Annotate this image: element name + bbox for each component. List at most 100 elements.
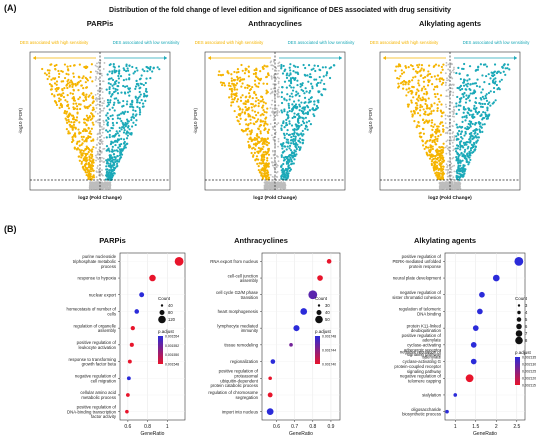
volcano-point [238,107,242,110]
volcano-point [95,77,98,80]
volcano-point [430,121,434,124]
volcano-point [107,101,110,104]
volcano-point [432,155,435,158]
volcano-point [404,66,408,69]
volcano-point [94,110,97,113]
volcano-point [400,69,403,72]
volcano-point [110,126,113,130]
volcano-point [139,77,142,80]
volcano-point [456,95,459,99]
volcano-point [448,95,451,98]
volcano-point [90,127,93,130]
volcano-point [108,70,111,73]
volcano-point [143,69,146,73]
volcano-point [282,183,285,186]
volcano-point [257,111,260,114]
volcano-point [291,132,294,136]
volcano-point [472,150,475,154]
volcano-point [101,97,104,100]
volcano-point [110,95,113,98]
volcano-point [271,111,273,113]
volcano-point [158,68,161,71]
volcano-point [248,85,251,88]
volcano-point [295,90,298,93]
volcano-point [77,128,80,131]
volcano-point [96,137,99,139]
volcano-point [271,68,274,70]
volcano-point [309,76,313,79]
volcano-point [116,99,120,102]
volcano-point [230,79,233,82]
volcano-point [501,66,504,69]
volcano-point [108,184,111,187]
volcano-point [418,132,421,135]
volcano-point [87,170,91,173]
volcano-point [77,97,80,101]
volcano-point [458,125,461,128]
volcano-point [58,93,61,96]
volcano-point [85,159,88,162]
volcano-point [276,92,279,95]
volcano-point [418,125,421,128]
volcano-point [117,72,121,75]
volcano-point [72,96,75,99]
gene-ratio-dot [300,308,308,315]
volcano-point [417,82,420,85]
volcano-point [448,74,450,77]
volcano-point [467,163,470,166]
volcano-point [436,161,439,164]
volcano-point [111,114,114,117]
volcano-point [66,86,69,90]
volcano-point [218,70,221,73]
volcano-point [412,96,415,99]
volcano-point [235,100,239,103]
volcano-point [397,82,400,85]
volcano-point [138,106,141,110]
volcano-point [265,184,268,187]
volcano-point [502,64,505,67]
volcano-point [431,83,434,86]
volcano-point [240,128,243,132]
volcano-point [465,116,468,119]
volcano-point [233,70,236,74]
volcano-point [82,128,86,131]
volcano-point [445,140,448,143]
volcano-point [72,126,76,129]
volcano-point [103,121,105,124]
volcano-point [111,78,115,82]
volcano-point [310,96,313,99]
volcano-point [308,109,311,112]
volcano-point [472,113,475,116]
volcano-point [450,87,452,90]
volcano-point [430,162,433,165]
volcano-point [91,109,94,112]
volcano-point [259,162,262,165]
volcano-point [117,160,121,163]
volcano-point [70,120,73,124]
volcano-point [78,131,81,134]
volcano-point [112,162,116,165]
volcano-point [253,151,256,154]
count-legend-label: 4 [525,310,528,315]
volcano-point [262,169,265,172]
volcano-point [73,132,77,135]
volcano-point [96,150,99,153]
volcano-point [485,65,489,68]
volcano-point [413,112,416,115]
volcano-point [48,75,51,78]
volcano-point [132,116,136,119]
volcano-point [234,92,237,96]
volcano-point [453,71,455,74]
volcano-point [469,154,472,157]
volcano-point [143,92,146,95]
term-label: response to hypoxia [78,276,117,281]
volcano-point [110,77,113,80]
volcano-point [471,122,474,126]
volcano-point [451,63,453,66]
volcano-point [300,132,303,135]
volcano-point [283,134,286,137]
volcano-point [97,68,100,71]
volcano-point [272,128,275,131]
volcano-point [295,147,298,151]
volcano-point [292,138,295,141]
